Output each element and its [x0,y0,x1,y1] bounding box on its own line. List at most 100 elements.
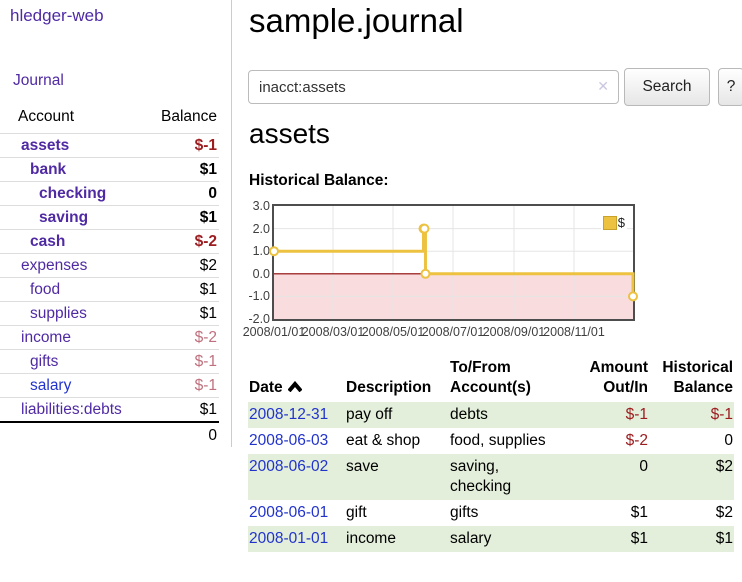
main-content: sample.journal ✕ Search ? assets Histori… [243,0,742,582]
account-balance: $-2 [194,329,217,346]
search-input[interactable] [248,70,619,104]
account-row-assets: assets $-1 [0,133,219,158]
account-row-liabilities-debts: liabilities:debts $1 [0,397,219,423]
account-balance: $1 [199,401,217,418]
legend-label: $ [617,215,625,230]
transaction-accounts: food, supplies [450,432,546,449]
account-link-checking[interactable]: checking [39,185,107,202]
transaction-date-link[interactable]: 2008-06-01 [249,504,329,521]
register-table: Date Description To/From Account(s) Amou… [248,356,734,552]
accounts-balance-table: Account Balance assets $-1 bank $1 check… [0,104,219,448]
transaction-balance: $-1 [710,406,733,423]
y-tick-label: 1.0 [252,244,270,259]
app-title-link[interactable]: hledger-web [10,6,104,25]
account-row-salary: salary $-1 [0,373,219,398]
balance-header: Historical Balance [662,359,733,396]
account-link-expenses[interactable]: expenses [21,257,88,274]
transaction-balance: $1 [715,530,733,547]
account-row-supplies: supplies $1 [0,301,219,326]
transaction-description: pay off [346,406,393,423]
description-header: Description [346,379,432,396]
account-row-cash: cash $-2 [0,229,219,254]
transaction-balance: $2 [715,504,733,521]
account-balance: $1 [199,209,217,226]
account-link-liabilities-debts[interactable]: liabilities:debts [21,401,122,418]
historical-balance-chart: 3.0 2.0 1.0 0.0 -1.0 -2.0 $ 2008/01/01 2008/03… [243,198,742,348]
transaction-date-link[interactable]: 2008-06-02 [249,458,329,475]
account-heading: assets [249,118,330,149]
legend-swatch-icon [602,215,617,230]
transaction-amount: 0 [639,458,648,475]
y-tick-label: -2.0 [248,312,270,326]
x-tick-label: 2008/09/01 [482,325,546,339]
transaction-date-link[interactable]: 2008-12-31 [249,406,329,423]
balance-column-header: Balance [160,108,217,125]
transaction-description: save [346,458,379,475]
account-row-bank: bank $1 [0,157,219,182]
x-tick-label: 2008/07/01 [421,325,485,339]
account-balance: 0 [208,185,217,202]
chart-canvas [269,206,638,319]
account-link-assets[interactable]: assets [21,137,70,154]
chart-y-axis-labels: 3.0 2.0 1.0 0.0 -1.0 -2.0 [248,199,270,326]
x-tick-label: 2008/03/01 [301,325,365,339]
register-header-row: Date Description To/From Account(s) Amou… [248,356,734,402]
account-balance: $2 [199,257,217,274]
account-balance: $1 [199,161,217,178]
search-button[interactable]: Search [624,68,710,106]
account-link-saving[interactable]: saving [39,209,89,226]
account-balance: $1 [199,305,217,322]
account-row-food: food $1 [0,277,219,302]
transaction-amount: $1 [630,504,648,521]
y-tick-label: 3.0 [252,199,270,213]
transaction-description: gift [346,504,367,521]
x-tick-label: 2008/01/01 [242,325,306,339]
date-sort-header[interactable]: Date [248,356,345,402]
help-button[interactable]: ? [718,68,742,106]
account-link-gifts[interactable]: gifts [30,353,59,370]
y-tick-label: 2.0 [252,221,270,236]
account-column-header: Account [18,108,75,125]
account-link-salary[interactable]: salary [30,377,72,394]
account-row-checking: checking 0 [0,181,219,206]
account-link-bank[interactable]: bank [30,161,67,178]
account-row-expenses: expenses $2 [0,253,219,278]
clear-search-icon[interactable]: ✕ [597,78,609,94]
transaction-accounts: saving, checking [450,458,512,495]
search-box: ✕ [248,70,619,104]
register-row: 2008-06-02 save saving, checking 0 $2 [248,454,734,500]
account-row-gifts: gifts $-1 [0,349,219,374]
sidebar-item-journal[interactable]: Journal [13,72,64,89]
account-link-cash[interactable]: cash [30,233,66,250]
transaction-date-link[interactable]: 2008-01-01 [249,530,329,547]
search-row: ✕ Search ? [248,68,742,108]
register-row: 2008-06-03 eat & shop food, supplies $-2… [248,428,734,454]
transaction-balance: 0 [724,432,733,449]
register-row: 2008-12-31 pay off debts $-1 $-1 [248,402,734,428]
chart-plot: $ [269,204,638,321]
x-tick-label: 2008/05/01 [361,325,425,339]
account-balance: $-2 [194,233,217,250]
accounts-header: To/From Account(s) [450,359,531,396]
chart-title: Historical Balance: [249,172,389,189]
accounts-total-value: 0 [208,427,217,444]
y-tick-label: 0.0 [252,266,270,281]
x-tick-label: 2008/11/01 [543,325,605,339]
account-link-income[interactable]: income [21,329,71,346]
accounts-header-row: Account Balance [0,104,219,134]
account-link-food[interactable]: food [30,281,61,298]
y-tick-label: -1.0 [248,289,270,304]
account-balance: $-1 [194,137,217,154]
account-link-supplies[interactable]: supplies [30,305,87,322]
account-row-income: income $-2 [0,325,219,350]
chart-x-axis-labels: 2008/01/01 2008/03/01 2008/05/01 2008/07/01… [243,325,633,341]
transaction-amount: $-1 [625,406,648,423]
account-balance: $-1 [194,353,217,370]
accounts-total-row: 0 [0,422,219,448]
account-balance: $-1 [194,377,217,394]
amount-header: Amount Out/In [589,359,648,396]
transaction-accounts: debts [450,406,488,423]
transaction-amount: $-2 [625,432,648,449]
transaction-date-link[interactable]: 2008-06-03 [249,432,329,449]
